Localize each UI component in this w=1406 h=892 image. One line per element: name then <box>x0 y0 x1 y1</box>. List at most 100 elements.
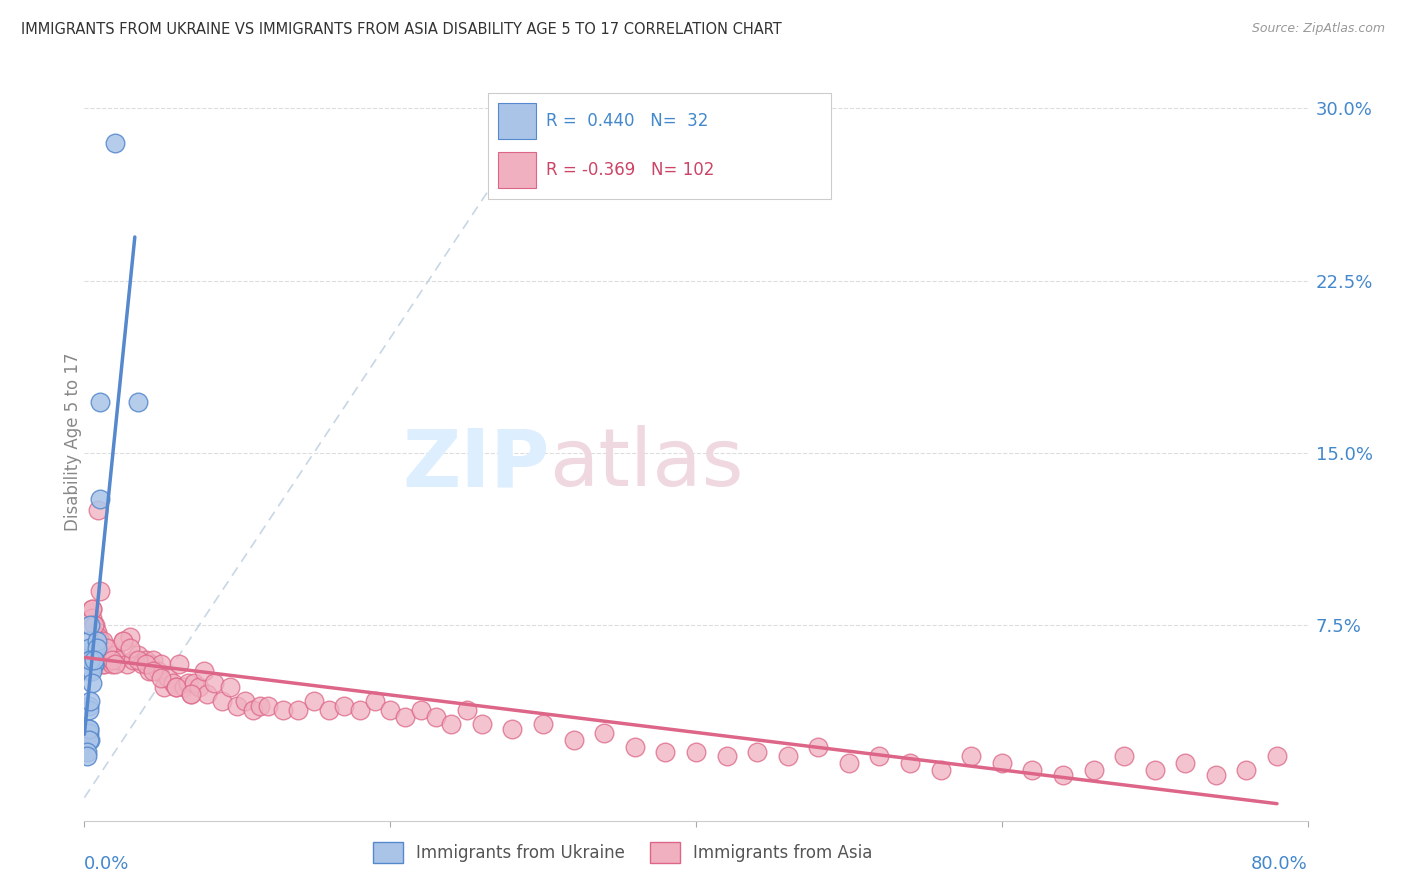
Point <box>77 657 100 672</box>
Point <box>685 745 707 759</box>
Point <box>131 657 153 672</box>
Point <box>77 722 100 736</box>
Point <box>869 749 891 764</box>
Point <box>333 698 356 713</box>
Point <box>89 634 111 648</box>
Point <box>318 703 340 717</box>
Point <box>76 749 98 764</box>
Point <box>83 653 105 667</box>
Point <box>91 653 114 667</box>
Point <box>83 657 105 672</box>
Point <box>96 641 118 656</box>
Point <box>440 717 463 731</box>
Point <box>233 694 256 708</box>
Point <box>80 611 103 625</box>
Point <box>142 653 165 667</box>
Point <box>807 740 830 755</box>
Point <box>89 491 111 506</box>
Point <box>104 136 127 150</box>
Text: 0.0%: 0.0% <box>84 855 129 873</box>
Point <box>79 618 101 632</box>
Point <box>149 671 172 685</box>
Point <box>111 634 134 648</box>
Point <box>1174 756 1197 771</box>
Point <box>97 653 120 667</box>
Text: Source: ZipAtlas.com: Source: ZipAtlas.com <box>1251 22 1385 36</box>
Point <box>349 703 371 717</box>
Point <box>86 625 108 640</box>
Point <box>86 641 108 656</box>
Point <box>218 681 240 695</box>
Point <box>960 749 983 764</box>
Point <box>249 698 271 713</box>
Point <box>77 703 100 717</box>
Point <box>929 763 952 777</box>
Point <box>101 657 124 672</box>
Point <box>77 662 100 676</box>
Point <box>76 745 98 759</box>
Point <box>654 745 676 759</box>
Point <box>562 733 585 747</box>
Text: ZIP: ZIP <box>402 425 550 503</box>
Point <box>394 710 416 724</box>
Point <box>111 634 134 648</box>
Point <box>167 657 190 672</box>
Point <box>84 618 107 632</box>
Point <box>1143 763 1166 777</box>
Point <box>91 634 114 648</box>
Point <box>120 630 142 644</box>
Point <box>1083 763 1105 777</box>
Point <box>162 675 184 690</box>
Point <box>96 641 118 656</box>
Point <box>127 648 149 663</box>
Point <box>91 657 114 672</box>
Point <box>165 681 187 695</box>
Point <box>193 665 215 679</box>
Point <box>80 602 103 616</box>
Point <box>138 665 160 679</box>
Point <box>157 671 180 685</box>
Point <box>135 653 157 667</box>
Point <box>79 733 101 747</box>
Point <box>364 694 387 708</box>
Point <box>165 681 187 695</box>
Point <box>115 657 138 672</box>
Point <box>1052 767 1074 781</box>
Point <box>77 698 100 713</box>
Point <box>180 687 202 701</box>
Point <box>127 653 149 667</box>
Point <box>991 756 1014 771</box>
Point <box>531 717 554 731</box>
Point <box>188 681 211 695</box>
Point <box>77 726 100 740</box>
Point <box>122 653 145 667</box>
Legend: Immigrants from Ukraine, Immigrants from Asia: Immigrants from Ukraine, Immigrants from… <box>366 836 879 869</box>
Point <box>747 745 769 759</box>
Point <box>380 703 402 717</box>
Point <box>409 703 432 717</box>
Point <box>83 618 105 632</box>
Point <box>211 694 233 708</box>
Point <box>120 641 142 656</box>
Point <box>1114 749 1136 764</box>
Point <box>79 665 101 679</box>
Point <box>80 653 103 667</box>
Point <box>142 665 165 679</box>
Point <box>257 698 280 713</box>
Point <box>1021 763 1043 777</box>
Point <box>716 749 738 764</box>
Point <box>84 641 107 656</box>
Text: IMMIGRANTS FROM UKRAINE VS IMMIGRANTS FROM ASIA DISABILITY AGE 5 TO 17 CORRELATI: IMMIGRANTS FROM UKRAINE VS IMMIGRANTS FR… <box>21 22 782 37</box>
Point <box>776 749 799 764</box>
Point <box>593 726 616 740</box>
Point <box>80 602 103 616</box>
Point <box>79 694 101 708</box>
Point <box>177 675 200 690</box>
Point <box>425 710 447 724</box>
Point <box>127 395 149 409</box>
Point <box>183 675 205 690</box>
Point <box>471 717 494 731</box>
Point <box>104 648 127 663</box>
Point <box>86 634 108 648</box>
Point <box>89 583 111 598</box>
